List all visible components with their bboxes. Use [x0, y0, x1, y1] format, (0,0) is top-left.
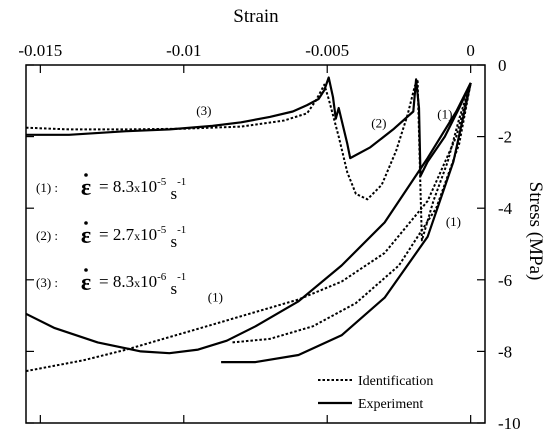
rate-value: = 2.7x10-5 s-1	[99, 224, 186, 251]
experiment-curve	[26, 76, 472, 178]
strain-rate-symbol: ε	[81, 223, 91, 249]
plot-border	[25, 64, 486, 424]
identification-curve	[26, 82, 472, 373]
curve-label: (3)	[196, 103, 211, 118]
rate-value-part: s	[166, 232, 177, 251]
y-tick-label: -10	[498, 414, 521, 433]
rate-value: = 8.3x10-6 s-1	[99, 271, 186, 298]
rate-value-part: x	[134, 181, 140, 195]
rate-value-part: -1	[177, 176, 186, 188]
strain-rate-dot	[84, 221, 88, 225]
rate-value-part: 10	[140, 272, 157, 291]
curve-label: (1)	[446, 214, 461, 229]
experiment-curve	[26, 82, 472, 355]
y-tick-label: -8	[498, 342, 512, 361]
rate-value-part: s	[166, 184, 177, 203]
x-tick-label: -0.015	[18, 41, 62, 60]
curve-label: (1)	[437, 107, 452, 122]
rate-value-part: x	[134, 276, 140, 290]
rate-value-part: -6	[157, 271, 167, 283]
experiment-curve	[221, 82, 472, 364]
strain-rate-dot	[84, 173, 88, 177]
rate-id: (2) :	[36, 228, 58, 243]
y-tick-label: -6	[498, 271, 512, 290]
rate-value-part: s	[166, 279, 177, 298]
legend-label: Identification	[358, 374, 433, 389]
strain-rate-dot	[84, 268, 88, 272]
rate-value-part: -1	[177, 224, 186, 236]
rate-value-part: -5	[157, 224, 167, 236]
rate-value-part: x	[134, 229, 140, 243]
rate-id: (1) :	[36, 180, 58, 195]
curve-label: (1)	[208, 289, 223, 304]
x-tick-label: 0	[466, 41, 475, 60]
rate-value: = 8.3x10-5 s-1	[99, 176, 186, 203]
x-tick-label: -0.005	[305, 41, 349, 60]
rate-labels: (1) : ε = 8.3x10-5 s-1(2) : ε = 2.7x10-5 s-1…	[36, 173, 186, 298]
x-tick-label: -0.01	[166, 41, 201, 60]
x-axis-title: Strain	[233, 6, 279, 27]
rate-value-part: 10	[140, 177, 157, 196]
annotation-layer: (3) (2) (1) (1) (1)	[196, 103, 461, 304]
rate-value-part: -5	[157, 176, 167, 188]
y-tick-label: -2	[498, 128, 512, 147]
identification-curve	[232, 82, 472, 344]
rate-id: (3) :	[36, 275, 58, 290]
legend: Identification Experiment	[318, 374, 433, 412]
y-tick-label: 0	[498, 56, 507, 75]
rate-value-part: -1	[177, 271, 186, 283]
rate-value-part: 10	[140, 225, 157, 244]
rate-value-part: = 2.7	[99, 225, 135, 244]
rate-value-part: = 8.3	[99, 177, 134, 196]
y-axis-ticks: 0 -2 -4 -6 -8 -10	[26, 56, 521, 433]
curve-label: (2)	[371, 116, 386, 131]
legend-label: Experiment	[358, 397, 423, 412]
plot-frame	[25, 64, 486, 424]
y-tick-label: -4	[498, 199, 513, 218]
strain-rate-symbol: ε	[81, 175, 91, 201]
series-layer	[26, 76, 472, 373]
x-axis-ticks: -0.015 -0.01 -0.005 0	[18, 41, 475, 423]
strain-rate-symbol: ε	[81, 270, 91, 296]
y-axis-title: Stress (MPa)	[525, 182, 546, 281]
rate-value-part: = 8.3	[99, 272, 134, 291]
identification-curve	[26, 78, 472, 242]
